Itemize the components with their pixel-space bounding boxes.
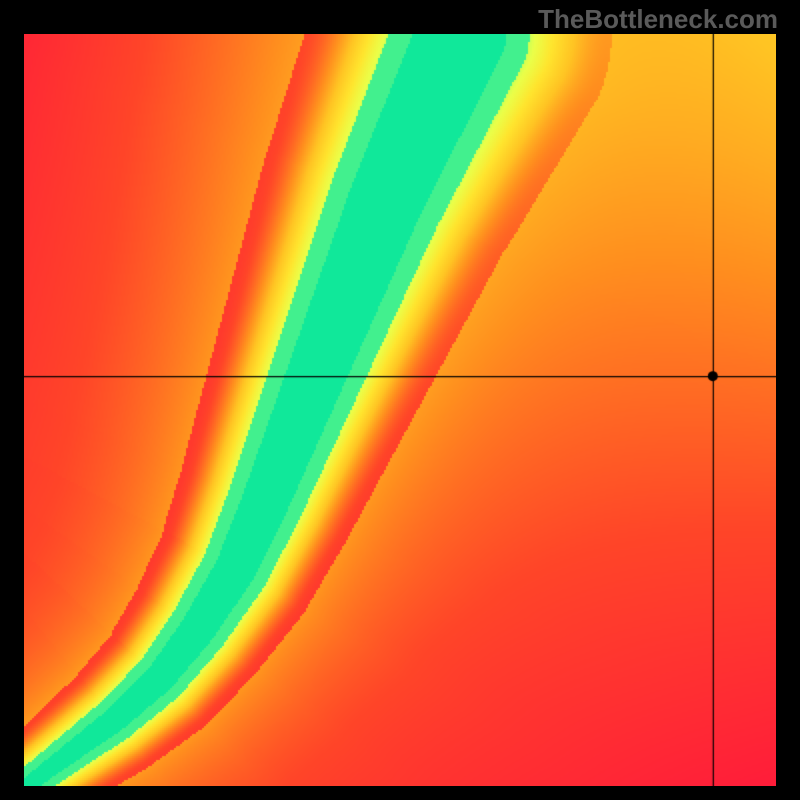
- watermark-text: TheBottleneck.com: [538, 4, 778, 35]
- chart-container: TheBottleneck.com: [0, 0, 800, 800]
- bottleneck-heatmap: [24, 34, 776, 786]
